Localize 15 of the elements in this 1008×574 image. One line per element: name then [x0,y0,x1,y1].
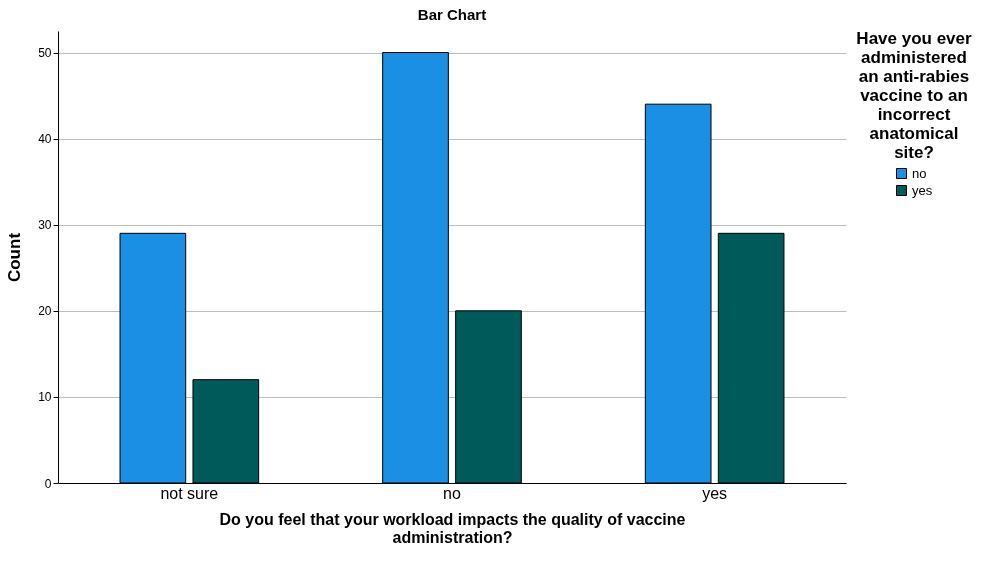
y-tick-label: 10 [38,390,52,405]
legend-label: no [912,165,927,181]
x-tick-label: yes [702,484,728,502]
y-tick-label: 30 [38,218,52,233]
y-tick-label: 40 [38,132,52,147]
x-axis-title: Do you feel that your workload impacts the quality of vaccine administration? [219,510,686,546]
y-tick-label: 20 [38,304,52,319]
x-tick-label: no [443,484,461,502]
x-tick-label: not sure [160,484,219,502]
chart-title: Bar Chart [417,6,487,23]
y-tick-label: 50 [38,46,52,61]
y-axis-title: Count [5,232,25,283]
legend-label: yes [912,182,933,198]
legend-title: Have you ever administered an anti-rabies vaccine to an incorrect anatomical site? [856,29,973,162]
y-tick-label: 0 [44,476,52,491]
